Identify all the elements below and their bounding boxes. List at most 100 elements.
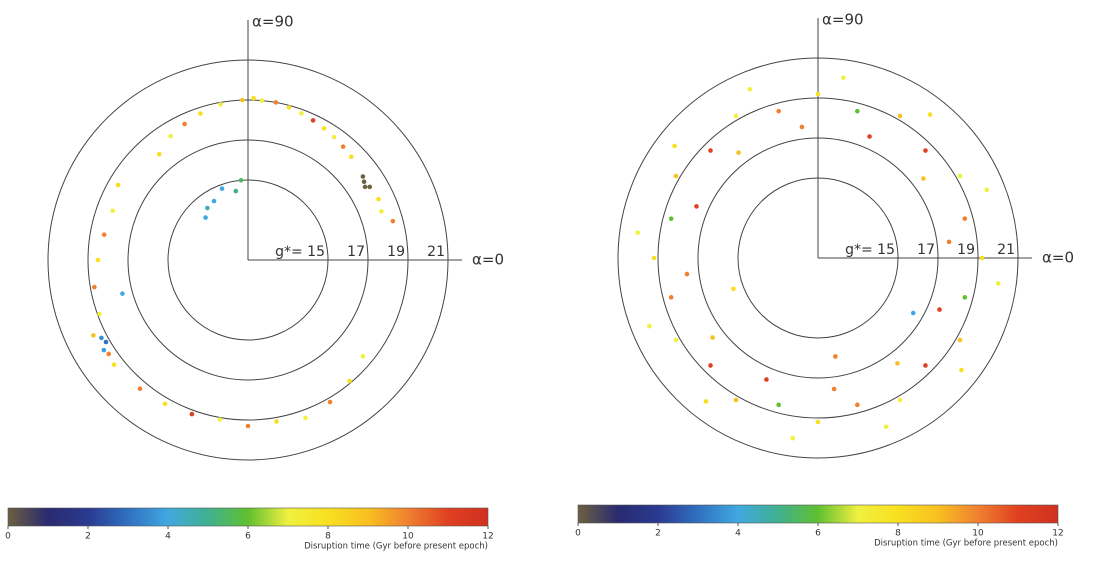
r-tick-label: 17	[347, 244, 365, 260]
colorbar-tick-label: 4	[165, 532, 171, 542]
colorbar	[577, 504, 1059, 524]
point	[841, 75, 846, 81]
point	[156, 151, 162, 157]
point	[703, 399, 709, 404]
point	[91, 333, 96, 338]
point	[245, 423, 251, 429]
point	[362, 184, 368, 190]
point	[99, 335, 104, 341]
point	[360, 354, 366, 359]
point	[115, 182, 121, 188]
point	[390, 218, 396, 224]
point	[672, 143, 677, 149]
colorbar-tick-label: 0	[575, 529, 581, 539]
point	[923, 363, 928, 368]
point	[897, 113, 903, 119]
point	[219, 186, 225, 191]
point	[299, 111, 304, 116]
r-tick-label: g*= 15	[845, 242, 895, 258]
point	[684, 271, 690, 277]
point	[97, 311, 102, 317]
colorbar-tick-label: 12	[1052, 529, 1063, 539]
r-tick-label: g*= 15	[275, 244, 325, 260]
point	[238, 178, 244, 183]
point	[367, 184, 373, 190]
point	[327, 399, 333, 405]
r-tick-label: 19	[387, 244, 405, 260]
colorbar-tick-label: 4	[735, 529, 741, 539]
point	[937, 307, 942, 312]
point	[217, 417, 223, 422]
point	[731, 286, 736, 292]
point	[310, 118, 316, 123]
colorbar	[7, 507, 489, 527]
point	[710, 335, 715, 340]
point	[962, 295, 968, 300]
point	[923, 148, 928, 153]
r-tick-label: 19	[957, 242, 975, 258]
point	[340, 144, 346, 149]
point	[379, 209, 384, 214]
point	[205, 205, 210, 211]
point	[962, 216, 968, 221]
point	[286, 105, 292, 110]
theta-tick-label: α=90	[822, 11, 864, 29]
point	[747, 86, 753, 92]
point	[120, 291, 125, 296]
point	[360, 174, 366, 179]
point	[833, 354, 838, 359]
theta-tick-label: α=0	[472, 251, 504, 269]
point	[321, 126, 327, 131]
colorbar-tick-label: 6	[815, 529, 821, 539]
point	[959, 367, 964, 373]
point	[189, 411, 195, 417]
point	[927, 112, 933, 117]
point	[361, 179, 367, 185]
point	[883, 424, 889, 430]
point	[203, 215, 208, 220]
point	[733, 397, 739, 403]
point	[182, 121, 187, 127]
colorbar-label: Disruption time (Gyr before present epoc…	[874, 539, 1058, 549]
point	[198, 111, 203, 116]
point	[694, 204, 699, 209]
point	[668, 216, 674, 221]
point	[910, 310, 916, 316]
point	[855, 108, 860, 114]
point	[218, 102, 223, 107]
point	[979, 255, 985, 261]
colorbar-tick-label: 6	[245, 532, 251, 542]
point	[946, 239, 952, 245]
point	[331, 134, 337, 140]
point	[764, 377, 769, 382]
point	[921, 176, 926, 181]
colorbar-tick-label: 8	[895, 529, 901, 539]
point	[274, 419, 279, 424]
point	[995, 281, 1001, 286]
theta-tick-label: α=90	[252, 13, 294, 31]
point	[251, 95, 256, 101]
point	[957, 337, 963, 343]
theta-tick-label: α=0	[1042, 249, 1074, 267]
point	[708, 363, 713, 368]
point	[233, 188, 239, 194]
colorbar-tick-label: 10	[402, 532, 414, 542]
point	[673, 337, 679, 343]
point	[273, 100, 279, 105]
point	[815, 91, 821, 97]
point	[211, 198, 217, 204]
point	[348, 154, 354, 160]
point	[855, 402, 860, 408]
point	[137, 386, 143, 391]
r-tick-label: 17	[917, 242, 935, 258]
point	[92, 284, 97, 290]
point	[111, 362, 117, 367]
point	[635, 230, 641, 235]
point	[106, 351, 112, 357]
point	[95, 257, 101, 263]
point	[708, 148, 713, 153]
point	[984, 187, 990, 193]
point	[831, 386, 837, 392]
r-tick-label: 21	[997, 242, 1015, 258]
